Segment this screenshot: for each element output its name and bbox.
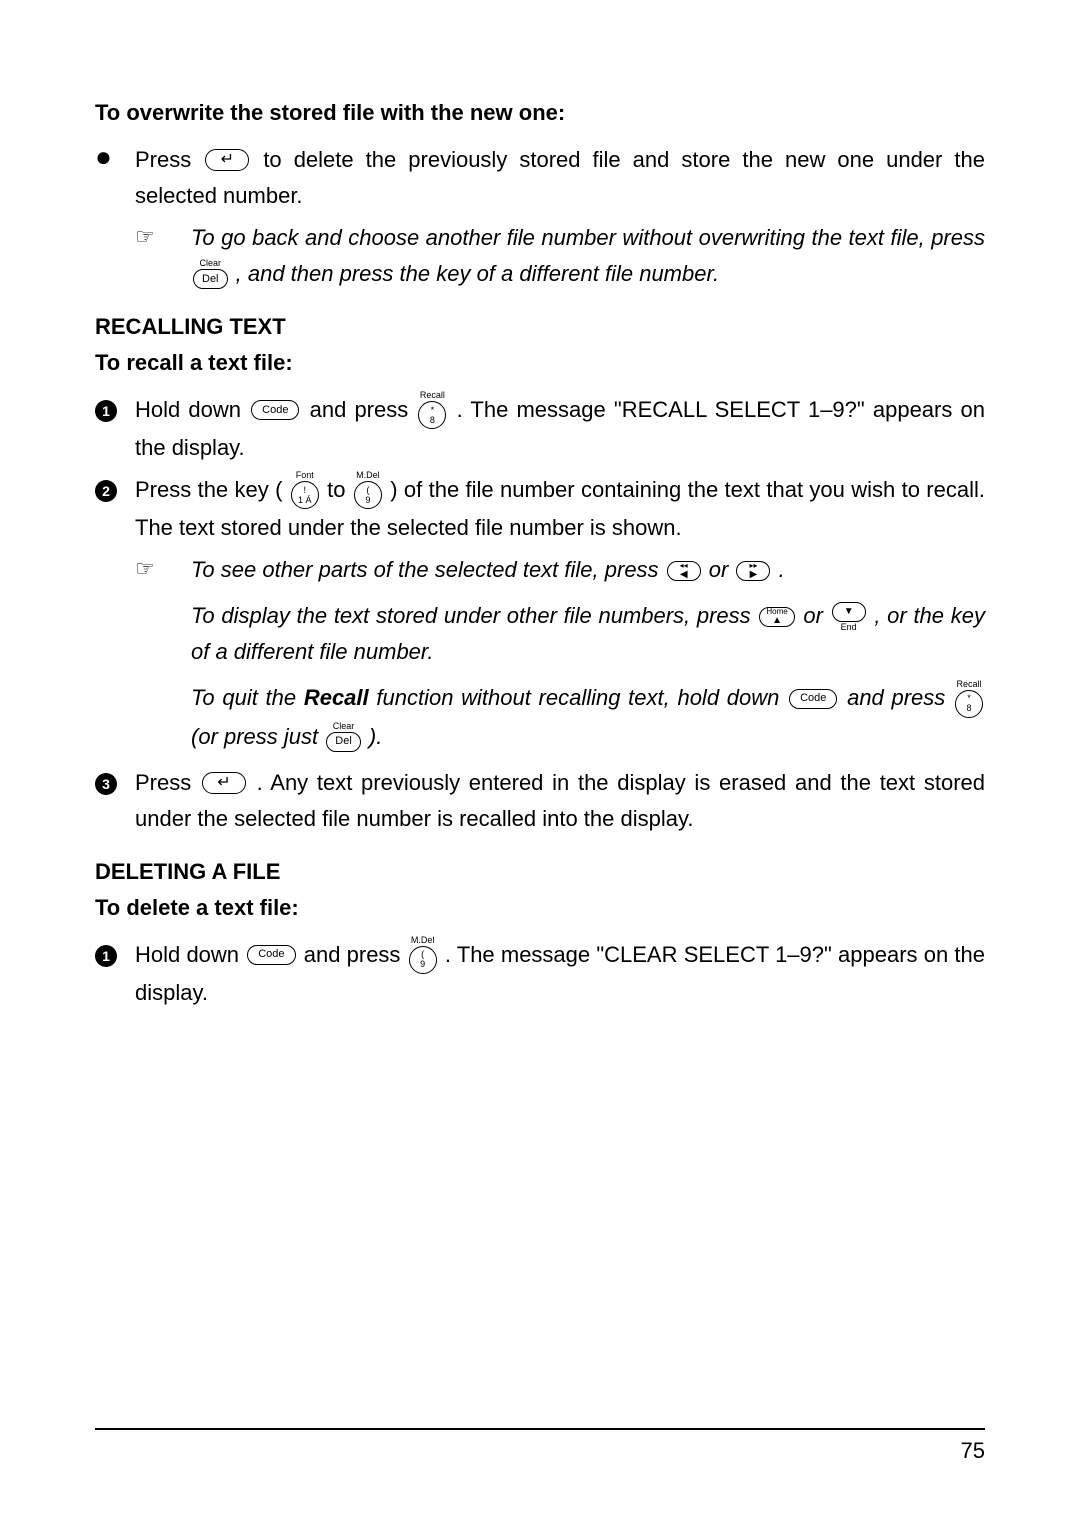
step-text: Press ↵ . Any text previously entered in… [135, 765, 985, 837]
note-recall-2: To display the text stored under other f… [191, 598, 985, 670]
del-key: Clear Del [193, 259, 228, 289]
end-key: ▼ End [832, 602, 866, 632]
txt: function without recalling text, hold do… [376, 685, 787, 710]
note-overwrite: ☞ To go back and choose another file num… [135, 220, 985, 292]
footer-rule [95, 1428, 985, 1430]
left-key: ◂◂ ◀ [667, 561, 701, 581]
code-key: Code [789, 689, 837, 709]
key-upper: Clear [200, 259, 222, 268]
key-cap: ◂◂ ◀ [667, 561, 701, 581]
txt: Press [135, 770, 200, 795]
hand-icon: ☞ [135, 552, 191, 582]
key-cap: ▼ [832, 602, 866, 622]
txt: or [803, 603, 829, 628]
note-text: To go back and choose another file numbe… [191, 220, 985, 292]
key-9: M.Del ( 9 [354, 471, 382, 509]
txt: ). [369, 724, 382, 749]
key-cap: Del [326, 732, 361, 752]
step-recall-2: 2 Press the key ( Font ! 1 Á to M.Del ( … [95, 472, 985, 546]
key-1: Font ! 1 Á [291, 471, 319, 509]
key-upper: Recall [420, 391, 445, 400]
txt: and press [847, 685, 953, 710]
key-cap: * 8 [955, 690, 983, 718]
txt: Press the key ( [135, 477, 289, 502]
page: To overwrite the stored file with the ne… [0, 0, 1080, 1534]
enter-icon: ↵ [205, 149, 249, 171]
note-recall-3: To quit the Recall function without reca… [191, 680, 985, 754]
txt: To quit the [191, 685, 304, 710]
bullet-3: 3 [95, 765, 135, 797]
enter-icon: ↵ [202, 772, 246, 794]
note-text: To see other parts of the selected text … [191, 552, 985, 588]
txt: and press [310, 397, 417, 422]
right-key: ▸▸ ▶ [736, 561, 770, 581]
heading-recall-sub: To recall a text file: [95, 350, 985, 376]
txt: or [709, 557, 735, 582]
step-overwrite-1: ● Press ↵ to delete the previously store… [95, 142, 985, 214]
key-cap: ▸▸ ▶ [736, 561, 770, 581]
txt: Hold down [135, 942, 245, 967]
step-text: Hold down Code and press M.Del ( 9 . The… [135, 937, 985, 1011]
step-text: Hold down Code and press Recall * 8 . Th… [135, 392, 985, 466]
recall-bold: Recall [304, 685, 369, 710]
key-lower: End [841, 623, 857, 632]
code-key: Code [251, 400, 299, 420]
txt: To go back and choose another file numbe… [191, 225, 985, 250]
key-cap: ( 9 [409, 946, 437, 974]
txt: . Any text previously entered in the dis… [135, 770, 985, 831]
key-cap: Code [789, 689, 837, 709]
key-upper: M.Del [356, 471, 380, 480]
bullet-2: 2 [95, 472, 135, 504]
code-key-b: Code [247, 945, 295, 965]
heading-overwrite: To overwrite the stored file with the ne… [95, 100, 985, 126]
step-text: Press the key ( Font ! 1 Á to M.Del ( 9 … [135, 472, 985, 546]
txt: Hold down [135, 397, 249, 422]
bullet-1: 1 [95, 392, 135, 424]
key-9b: M.Del ( 9 [409, 936, 437, 974]
key-upper: Recall [956, 680, 981, 689]
heading-deleting: DELETING A FILE [95, 859, 985, 885]
step-text: Press ↵ to delete the previously stored … [135, 142, 985, 214]
bullet-dot: ● [95, 142, 135, 174]
txt: , and then press the key of a different … [236, 261, 719, 286]
txt: To see other parts of the selected text … [191, 557, 665, 582]
key-cap: Code [251, 400, 299, 420]
key-upper: Clear [333, 722, 355, 731]
txt: . [779, 557, 785, 582]
key-8: Recall * 8 [418, 391, 446, 429]
key-upper: M.Del [411, 936, 435, 945]
key-8b: Recall * 8 [955, 680, 983, 718]
enter-key: ↵ [205, 149, 249, 171]
txt: (or press just [191, 724, 324, 749]
page-number: 75 [95, 1438, 985, 1464]
step-recall-1: 1 Hold down Code and press Recall * 8 . … [95, 392, 985, 466]
txt: to delete the previously stored file and… [135, 147, 985, 208]
key-cap: ( 9 [354, 481, 382, 509]
key-cap: ! 1 Á [291, 481, 319, 509]
heading-delete-sub: To delete a text file: [95, 895, 985, 921]
home-key: Home ▲ [759, 607, 794, 627]
note-recall-1: ☞ To see other parts of the selected tex… [135, 552, 985, 588]
key-upper: Font [296, 471, 314, 480]
txt: Press [135, 147, 203, 172]
txt: to [327, 477, 352, 502]
step-delete-1: 1 Hold down Code and press M.Del ( 9 . T… [95, 937, 985, 1011]
heading-recalling: RECALLING TEXT [95, 314, 985, 340]
key-cap: * 8 [418, 401, 446, 429]
key-cap: Code [247, 945, 295, 965]
del-key-b: Clear Del [326, 722, 361, 752]
hand-icon: ☞ [135, 220, 191, 250]
key-cap: Del [193, 269, 228, 289]
page-footer: 75 [95, 1428, 985, 1464]
txt: To display the text stored under other f… [191, 603, 757, 628]
step-recall-3: 3 Press ↵ . Any text previously entered … [95, 765, 985, 837]
enter-key-b: ↵ [202, 772, 246, 794]
bullet-1b: 1 [95, 937, 135, 969]
txt: and press [304, 942, 407, 967]
key-cap: Home ▲ [759, 607, 794, 627]
